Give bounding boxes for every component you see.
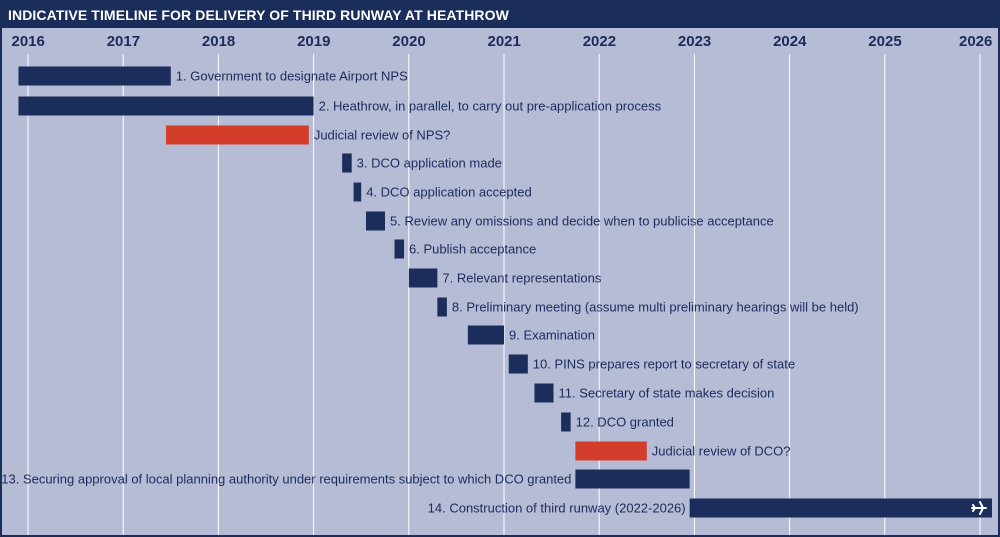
task-label-7: 6. Publish acceptance (409, 242, 536, 257)
task-bar-5 (354, 183, 362, 202)
task-label-13: 12. DCO granted (576, 415, 674, 430)
task-bar-1 (18, 67, 170, 86)
task-bar-11 (509, 355, 528, 374)
task-bar-16 (690, 499, 992, 518)
task-label-2: 2. Heathrow, in parallel, to carry out p… (319, 99, 662, 114)
task-label-3: Judicial review of NPS? (314, 128, 451, 143)
task-bar-13 (561, 413, 571, 432)
task-label-11: 10. PINS prepares report to secretary of… (533, 357, 795, 372)
task-label-1: 1. Government to designate Airport NPS (176, 69, 408, 84)
task-bar-15 (575, 470, 689, 489)
task-label-12: 11. Secretary of state makes decision (559, 386, 775, 401)
task-bar-9 (437, 298, 447, 317)
task-bar-12 (534, 384, 553, 403)
task-label-10: 9. Examination (509, 328, 595, 343)
task-bar-2 (18, 97, 313, 116)
task-bar-14 (575, 442, 646, 461)
task-bar-7 (395, 240, 405, 259)
task-label-6: 5. Review any omissions and decide when … (390, 214, 774, 229)
task-bar-3 (166, 126, 309, 145)
task-label-16: 14. Construction of third runway (2022-2… (428, 501, 686, 516)
task-label-8: 7. Relevant representations (442, 271, 601, 286)
task-bar-10 (468, 326, 504, 345)
task-label-5: 4. DCO application accepted (366, 185, 531, 200)
task-bar-6 (366, 212, 385, 231)
task-label-14: Judicial review of DCO? (652, 444, 791, 459)
task-label-9: 8. Preliminary meeting (assume multi pre… (452, 300, 859, 315)
task-bar-4 (342, 154, 352, 173)
task-label-15: 13. Securing approval of local planning … (2, 472, 571, 487)
task-bar-8 (409, 269, 438, 288)
timeline-chart: 1. Government to designate Airport NPS 2.… (2, 2, 998, 535)
chart-frame: INDICATIVE TIMELINE FOR DELIVERY OF THIR… (0, 0, 1000, 537)
task-label-4: 3. DCO application made (357, 156, 502, 171)
